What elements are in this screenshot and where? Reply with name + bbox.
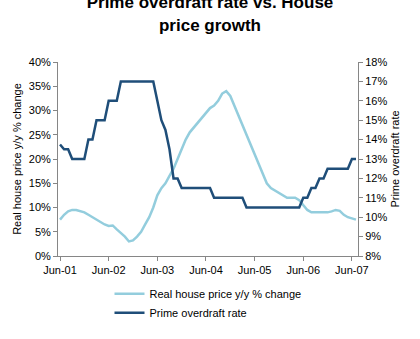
svg-text:10%: 10% (365, 211, 387, 223)
svg-text:25%: 25% (29, 129, 51, 141)
svg-text:Prime overdraft rate: Prime overdraft rate (150, 307, 247, 319)
svg-text:20%: 20% (29, 153, 51, 165)
svg-text:9%: 9% (365, 230, 381, 242)
svg-text:Jun-02: Jun-02 (92, 264, 126, 276)
svg-text:18%: 18% (365, 56, 387, 68)
svg-text:5%: 5% (35, 226, 51, 238)
svg-text:Jun-05: Jun-05 (238, 264, 272, 276)
svg-text:Prime overdraft rate vs. House: Prime overdraft rate vs. Houseprice grow… (87, 0, 334, 35)
svg-text:Jun-06: Jun-06 (286, 264, 320, 276)
svg-text:Jun-03: Jun-03 (140, 264, 174, 276)
svg-text:40%: 40% (29, 56, 51, 68)
svg-text:11%: 11% (365, 192, 386, 204)
svg-text:13%: 13% (365, 153, 387, 165)
svg-text:Real house price y/y % change: Real house price y/y % change (11, 83, 23, 235)
svg-text:17%: 17% (365, 75, 387, 87)
svg-text:15%: 15% (365, 114, 387, 126)
svg-text:8%: 8% (365, 250, 381, 262)
svg-text:16%: 16% (365, 95, 387, 107)
svg-text:Jun-07: Jun-07 (335, 264, 369, 276)
svg-text:Prime overdraft rate: Prime overdraft rate (389, 110, 401, 207)
svg-text:15%: 15% (29, 177, 51, 189)
svg-text:0%: 0% (35, 250, 51, 262)
svg-text:30%: 30% (29, 104, 51, 116)
svg-text:Jun-01: Jun-01 (43, 264, 77, 276)
svg-text:12%: 12% (365, 172, 387, 184)
svg-text:10%: 10% (29, 201, 51, 213)
svg-text:35%: 35% (29, 80, 51, 92)
svg-text:Jun-04: Jun-04 (189, 264, 223, 276)
svg-text:14%: 14% (365, 133, 387, 145)
svg-text:Real house price y/y % change: Real house price y/y % change (150, 288, 302, 300)
